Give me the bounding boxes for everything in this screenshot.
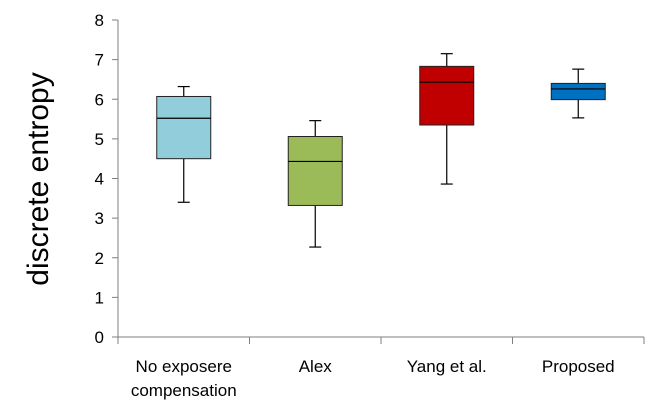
x-category-label: Yang et al. — [407, 357, 487, 376]
x-category-label: Alex — [299, 357, 333, 376]
y-tick-label: 5 — [95, 130, 104, 149]
box-4 — [550, 68, 606, 119]
iqr-box — [550, 82, 606, 101]
x-category-label: Proposed — [542, 357, 615, 376]
y-tick-label: 3 — [95, 209, 104, 228]
y-axis-title: discrete entropy — [22, 72, 55, 285]
x-category-label: compensation — [131, 381, 237, 400]
box-1 — [156, 85, 212, 203]
box-2 — [287, 120, 343, 248]
y-axis: 0 1 2 3 4 5 6 7 8 — [95, 11, 119, 347]
y-tick-label: 0 — [95, 328, 104, 347]
iqr-box — [287, 135, 343, 206]
y-tick-label: 7 — [95, 51, 104, 70]
y-tick-label: 1 — [95, 288, 104, 307]
y-tick-label: 6 — [95, 90, 104, 109]
iqr-box — [156, 95, 212, 160]
y-tick-label: 4 — [95, 170, 104, 189]
x-category-label: No exposere — [136, 357, 232, 376]
y-tick-label: 2 — [95, 249, 104, 268]
box-3 — [419, 53, 475, 185]
x-axis: No exposere compensation Alex Yang et al. Pr… — [117, 336, 645, 400]
y-tick-label: 8 — [95, 11, 104, 30]
iqr-box — [419, 65, 475, 126]
box-series — [156, 53, 606, 248]
